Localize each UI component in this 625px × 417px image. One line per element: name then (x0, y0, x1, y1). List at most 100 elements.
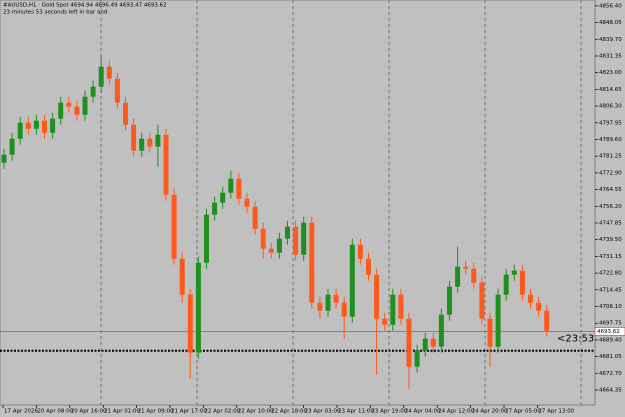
candle-body (479, 282, 485, 319)
candle-body (74, 106, 80, 115)
candle-body (438, 314, 444, 347)
candle-body (487, 318, 493, 347)
y-tick-label: 4781.25 (599, 154, 622, 160)
candle-body (519, 270, 525, 295)
x-tick-label: 20 Apr 16:00 (71, 409, 107, 415)
y-tick-label: 4697.75 (599, 321, 622, 327)
y-tick-label: 4747.85 (599, 221, 622, 227)
candle-body (131, 124, 137, 151)
x-tick-label: 22 Apr 10:00 (238, 409, 274, 415)
candle-body (155, 134, 161, 147)
candle-body (98, 66, 104, 87)
candle-body (82, 96, 88, 115)
candle-body (447, 286, 452, 315)
chart-subtitle: 23 minutes 53 seconds left in bar and (3, 10, 107, 16)
candle-body (503, 274, 509, 295)
x-tick-label: 27 Apr 05:00 (505, 409, 541, 415)
y-tick-label: 4856.40 (599, 3, 622, 9)
candle-body (179, 258, 185, 295)
chart-title: #AUUSD,H1 · Gold Spot 4694.94 4696.49 46… (3, 3, 167, 9)
y-tick-label: 4814.65 (599, 87, 622, 93)
candle-body (220, 192, 226, 203)
candle-body (90, 86, 96, 97)
y-tick-label: 4664.35 (599, 388, 622, 394)
candle-body (414, 350, 420, 367)
candle-body (252, 206, 258, 229)
candle-body (325, 294, 331, 311)
candle-body (374, 274, 380, 319)
candle-body (317, 302, 323, 311)
countdown: <23:53 (557, 333, 594, 344)
x-tick-label: 21 Apr 17:00 (171, 409, 207, 415)
candle-body (536, 302, 542, 311)
candle-body (276, 238, 282, 253)
candle-body (430, 338, 436, 347)
candle-body (301, 222, 307, 255)
y-tick-label: 4789.60 (599, 137, 622, 143)
y-tick-label: 4797.95 (599, 120, 622, 126)
candle-body (114, 78, 120, 103)
candle-body (293, 226, 299, 255)
candle-body (9, 138, 15, 155)
candle-body (333, 294, 339, 303)
candle-body (268, 248, 274, 253)
x-tick-label: 22 Apr 18:00 (271, 409, 307, 415)
x-tick-label: 21 Apr 01:00 (104, 409, 140, 415)
y-tick-label: 4764.55 (599, 187, 622, 193)
x-tick-label: 27 Apr 13:00 (538, 409, 574, 415)
candle-body (171, 194, 177, 259)
candle-body (349, 244, 355, 317)
candle-body (544, 310, 550, 331)
candle-body (139, 138, 145, 151)
y-tick-label: 4831.35 (599, 54, 622, 60)
candle-body (390, 294, 396, 325)
candle-body (42, 120, 47, 133)
candle-body (25, 122, 31, 129)
x-tick-label: 20 Apr 08:00 (37, 409, 73, 415)
candle-body (1, 154, 7, 163)
candle-body (366, 258, 371, 275)
y-tick-label: 4714.45 (599, 287, 622, 293)
x-tick-label: 17 Apr 2026 (4, 409, 39, 415)
candle-body (50, 118, 56, 133)
bid-label: 4693.62 (597, 329, 620, 335)
candle-body (228, 178, 234, 193)
candle-body (236, 178, 242, 199)
candle-body (455, 266, 461, 287)
candle-body (511, 270, 517, 275)
candle-body (58, 102, 64, 119)
x-tick-label: 23 Apr 11:00 (338, 409, 374, 415)
candle-body (422, 338, 428, 351)
candle-body (147, 138, 153, 147)
candle-body (33, 120, 39, 129)
candle-body (406, 318, 412, 367)
y-tick-label: 4823.00 (599, 70, 622, 76)
y-tick-label: 4722.80 (599, 271, 622, 277)
candle-body (357, 244, 363, 259)
x-tick-label: 23 Apr 19:00 (371, 409, 407, 415)
plot-area (0, 0, 596, 406)
candle-body (17, 122, 23, 139)
x-tick-label: 21 Apr 09:00 (138, 409, 174, 415)
candle-body (285, 226, 290, 239)
candle-body (528, 294, 533, 303)
candle-body (260, 228, 266, 249)
candle-body (398, 294, 404, 319)
candle-body (382, 318, 388, 325)
candle-body (212, 202, 218, 215)
candle-body (187, 294, 193, 353)
candle-body (341, 302, 347, 317)
candle-body (463, 266, 469, 269)
candle-body (66, 102, 72, 107)
y-tick-label: 4848.05 (599, 20, 622, 26)
x-tick-label: 23 Apr 03:00 (305, 409, 341, 415)
y-tick-label: 4706.10 (599, 304, 622, 310)
y-tick-label: 4689.40 (599, 337, 622, 343)
candle-body (123, 102, 128, 125)
candle-body (309, 222, 315, 303)
y-tick-label: 4806.30 (599, 104, 622, 110)
y-tick-label: 4756.20 (599, 204, 622, 210)
candle-body (244, 198, 250, 207)
y-tick-label: 4839.70 (599, 37, 622, 43)
